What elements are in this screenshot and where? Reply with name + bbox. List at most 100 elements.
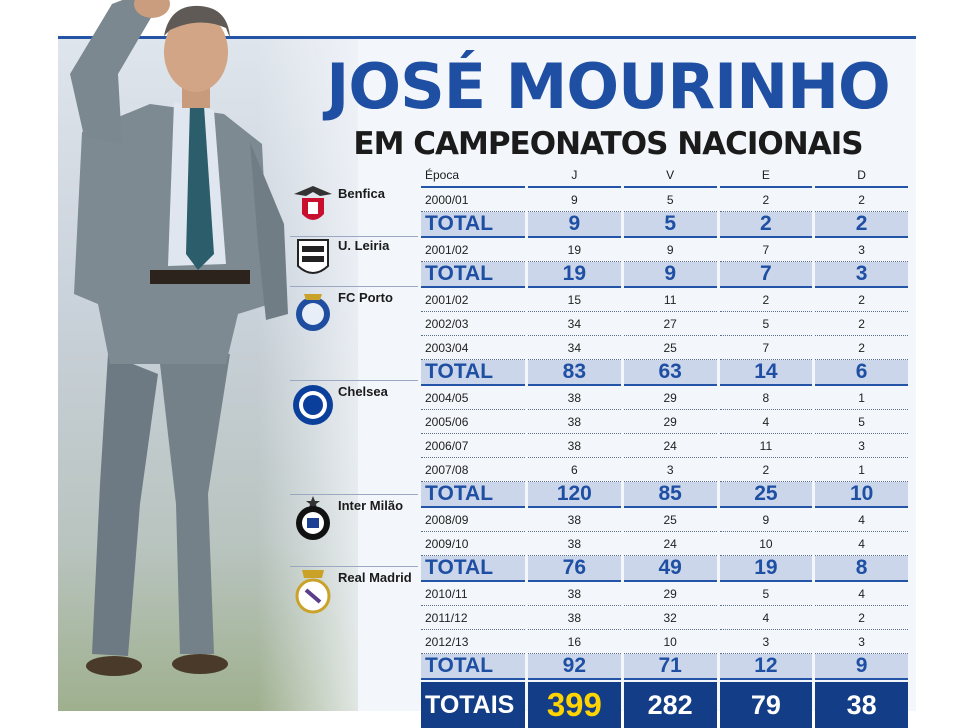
inter-milan-crest-icon — [296, 496, 330, 540]
total-d-cell: 9 — [815, 654, 908, 680]
season-d-cell: 4 — [815, 508, 908, 532]
page-title: JOSÉ MOURINHO — [326, 50, 890, 123]
season-d-cell: 2 — [815, 188, 908, 212]
col-header-e: E — [719, 164, 813, 188]
total-j-cell: 92 — [527, 654, 621, 680]
total-d-cell: 6 — [815, 360, 908, 386]
season-row: 2007/08 6 3 2 1 — [421, 458, 908, 482]
total-j-cell: 9 — [527, 212, 621, 238]
total-j-cell: 76 — [527, 556, 621, 582]
club-total-row: TOTAL 9 5 2 2 — [421, 212, 908, 238]
club-name: Inter Milão — [338, 498, 404, 513]
total-v-cell: 9 — [623, 262, 717, 288]
total-e-cell: 19 — [719, 556, 813, 582]
season-epoca-cell: 2010/11 — [421, 582, 525, 606]
season-j-cell: 38 — [527, 606, 621, 630]
season-e-cell: 5 — [719, 582, 813, 606]
total-label: TOTAL — [421, 212, 525, 238]
season-row: 2001/02 19 9 7 3 — [421, 238, 908, 262]
background-fade — [258, 39, 418, 711]
club-total-row: TOTAL 76 49 19 8 — [421, 556, 908, 582]
club-divider — [290, 494, 418, 495]
total-label: TOTAL — [421, 262, 525, 288]
season-j-cell: 38 — [527, 582, 621, 606]
total-e-cell: 14 — [719, 360, 813, 386]
total-v-cell: 49 — [623, 556, 717, 582]
total-v-cell: 71 — [623, 654, 717, 680]
season-d-cell: 2 — [815, 288, 908, 312]
real-madrid-crest-icon — [295, 570, 331, 614]
season-row: 2001/02 15 11 2 2 — [421, 288, 908, 312]
season-d-cell: 4 — [815, 532, 908, 556]
season-v-cell: 11 — [623, 288, 717, 312]
col-header-d: D — [815, 164, 908, 188]
season-epoca-cell: 2001/02 — [421, 288, 525, 312]
col-header-j: J — [527, 164, 621, 188]
season-e-cell: 2 — [719, 458, 813, 482]
total-e-cell: 2 — [719, 212, 813, 238]
season-v-cell: 29 — [623, 386, 717, 410]
season-e-cell: 4 — [719, 606, 813, 630]
season-j-cell: 38 — [527, 386, 621, 410]
club-name: U. Leiria — [338, 238, 390, 253]
total-d-cell: 10 — [815, 482, 908, 508]
total-label: TOTAL — [421, 482, 525, 508]
season-d-cell: 3 — [815, 630, 908, 654]
total-v-cell: 5 — [623, 212, 717, 238]
season-e-cell: 5 — [719, 312, 813, 336]
total-d-cell: 3 — [815, 262, 908, 288]
season-e-cell: 7 — [719, 336, 813, 360]
uniao-leiria-crest-icon — [297, 239, 329, 274]
club-total-row: TOTAL 120 85 25 10 — [421, 482, 908, 508]
season-v-cell: 29 — [623, 582, 717, 606]
club-name: Chelsea — [338, 384, 388, 399]
season-row: 2004/05 38 29 8 1 — [421, 386, 908, 410]
season-v-cell: 32 — [623, 606, 717, 630]
table-header-row: Época J V E D — [421, 164, 908, 188]
season-e-cell: 10 — [719, 532, 813, 556]
season-j-cell: 38 — [527, 410, 621, 434]
season-row: 2012/13 16 10 3 3 — [421, 630, 908, 654]
season-j-cell: 34 — [527, 336, 621, 360]
season-j-cell: 15 — [527, 288, 621, 312]
season-j-cell: 6 — [527, 458, 621, 482]
total-e-cell: 25 — [719, 482, 813, 508]
club-total-row: TOTAL 92 71 12 9 — [421, 654, 908, 680]
season-d-cell: 4 — [815, 582, 908, 606]
season-epoca-cell: 2000/01 — [421, 188, 525, 212]
season-v-cell: 24 — [623, 532, 717, 556]
club-total-row: TOTAL 19 9 7 3 — [421, 262, 908, 288]
total-v-cell: 85 — [623, 482, 717, 508]
season-row: 2006/07 38 24 11 3 — [421, 434, 908, 458]
season-v-cell: 9 — [623, 238, 717, 262]
col-header-epoca: Época — [421, 164, 525, 188]
season-epoca-cell: 2006/07 — [421, 434, 525, 458]
col-header-v: V — [623, 164, 717, 188]
season-row: 2009/10 38 24 10 4 — [421, 532, 908, 556]
fc-porto-crest-icon — [296, 294, 330, 331]
club-divider — [290, 236, 418, 237]
season-j-cell: 9 — [527, 188, 621, 212]
grand-total-label: TOTAIS — [421, 682, 525, 728]
season-j-cell: 19 — [527, 238, 621, 262]
season-epoca-cell: 2004/05 — [421, 386, 525, 410]
stats-body: 2000/01 9 5 2 2 TOTAL 9 5 2 2 2001/02 19 9 7 3 TOTAL 19 9… — [421, 188, 908, 728]
season-v-cell: 3 — [623, 458, 717, 482]
season-e-cell: 4 — [719, 410, 813, 434]
grand-total-row: TOTAIS 399 282 79 38 — [421, 682, 908, 728]
season-epoca-cell: 2002/03 — [421, 312, 525, 336]
season-d-cell: 3 — [815, 434, 908, 458]
season-epoca-cell: 2009/10 — [421, 532, 525, 556]
coach-photo — [70, 0, 288, 676]
season-v-cell: 5 — [623, 188, 717, 212]
total-j-cell: 120 — [527, 482, 621, 508]
season-j-cell: 34 — [527, 312, 621, 336]
season-v-cell: 24 — [623, 434, 717, 458]
season-epoca-cell: 2001/02 — [421, 238, 525, 262]
season-d-cell: 2 — [815, 336, 908, 360]
total-label: TOTAL — [421, 360, 525, 386]
grand-total-d-cell: 38 — [815, 682, 908, 728]
season-d-cell: 1 — [815, 386, 908, 410]
club-divider — [290, 566, 418, 567]
season-v-cell: 27 — [623, 312, 717, 336]
